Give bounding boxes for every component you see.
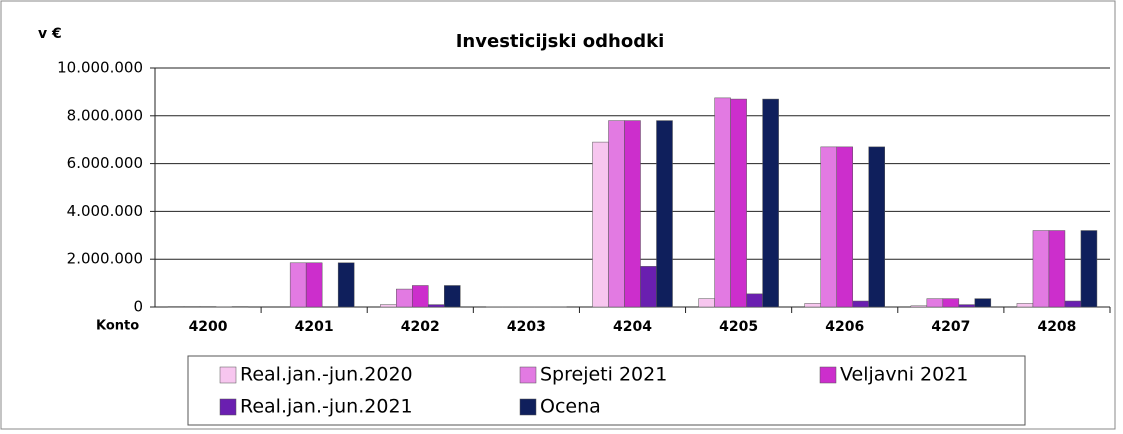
x-tick-label: 4202 (401, 319, 440, 335)
bar (290, 263, 306, 307)
bar (763, 99, 779, 307)
x-tick-label: 4208 (1037, 319, 1076, 335)
bar (338, 263, 354, 307)
y-tick-label: 6.000.000 (67, 154, 143, 172)
bar (837, 147, 853, 307)
bar (1033, 231, 1049, 307)
bar (699, 299, 715, 307)
y-tick-label: 2.000.000 (67, 250, 143, 268)
x-axis-label: Konto (96, 319, 139, 334)
bar (715, 98, 731, 307)
bar (821, 147, 837, 307)
bar (1049, 231, 1065, 307)
x-tick-label: 4204 (613, 319, 652, 335)
x-tick-label: 4207 (931, 319, 970, 335)
x-tick-label: 4206 (825, 319, 864, 335)
legend-swatch (520, 399, 536, 415)
bar (747, 294, 763, 307)
x-tick-label: 4203 (507, 319, 546, 335)
bar (869, 147, 885, 307)
legend-label: Veljavni 2021 (840, 364, 968, 386)
bar (396, 289, 412, 307)
legend-label: Real.jan.-jun.2020 (240, 364, 413, 386)
bar (975, 299, 991, 307)
chart-title: Investicijski odhodki (456, 31, 665, 52)
y-tick-label: 0 (133, 298, 143, 316)
bar (731, 99, 747, 307)
bar (805, 303, 821, 307)
legend-swatch (220, 399, 236, 415)
legend-label: Ocena (540, 396, 601, 418)
y-unit-label: v € (38, 26, 62, 42)
legend-label: Real.jan.-jun.2021 (240, 396, 413, 418)
legend-swatch (220, 367, 236, 383)
legend-label: Sprejeti 2021 (540, 364, 667, 386)
legend-swatch (520, 367, 536, 383)
bar (959, 305, 975, 307)
bar (1081, 231, 1097, 307)
x-tick-label: 4200 (189, 319, 228, 335)
bar (593, 142, 609, 307)
bar (1017, 303, 1033, 307)
y-tick-label: 10.000.000 (57, 59, 143, 77)
bar (609, 121, 625, 307)
bar (306, 263, 322, 307)
bar (625, 121, 641, 307)
legend-swatch (820, 367, 836, 383)
y-tick-label: 8.000.000 (67, 106, 143, 124)
bar (412, 285, 428, 307)
y-tick-label: 4.000.000 (67, 202, 143, 220)
bar (927, 299, 943, 307)
bar (943, 299, 959, 307)
bar (911, 306, 927, 307)
bar (444, 285, 460, 307)
bar (1065, 301, 1081, 307)
bar (657, 121, 673, 307)
bar (853, 301, 869, 307)
bar (641, 266, 657, 307)
bar (428, 305, 444, 307)
x-tick-label: 4205 (719, 319, 758, 335)
x-tick-label: 4201 (295, 319, 334, 335)
bar (380, 305, 396, 307)
